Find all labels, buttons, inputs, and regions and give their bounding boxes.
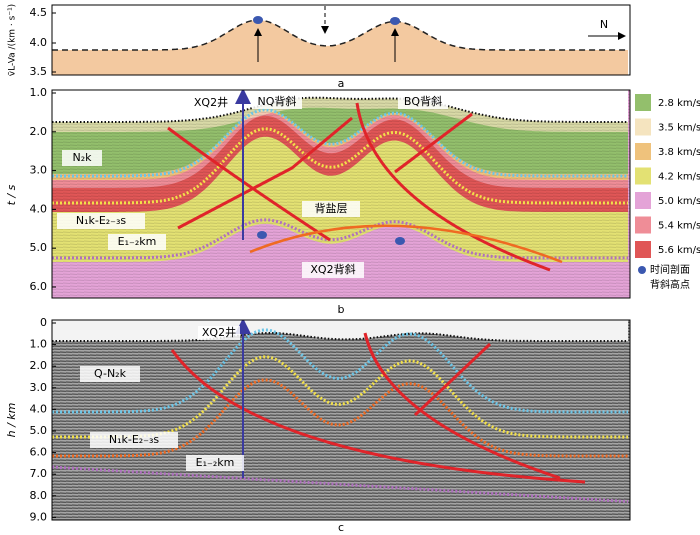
y-tick-label: 1.0	[30, 338, 48, 351]
texture	[52, 320, 630, 520]
unit-label: E₁₋₂km	[118, 235, 157, 248]
horizon	[52, 108, 628, 178]
anticline-label: NQ背斜	[258, 94, 297, 108]
panel-a	[52, 6, 628, 76]
unit-label: Q-N₂k	[94, 367, 127, 380]
legend-swatch	[635, 118, 651, 136]
unit-label: N₁k-E₂₋₃s	[76, 214, 127, 227]
frame-a	[51, 4, 631, 76]
legend-label: 2.8 km/s	[658, 98, 700, 109]
overlay: a b c v̄L-Va /(km · s⁻¹) t / s h / km N …	[5, 4, 700, 534]
fault	[170, 349, 586, 484]
legend-marker	[638, 266, 646, 274]
y-tick-label: 2.0	[30, 125, 48, 138]
legend-label: 4.2 km/s	[658, 172, 700, 183]
unit-label: N₁k-E₂₋₃s	[109, 433, 160, 446]
legend-label: 3.5 km/s	[658, 123, 700, 134]
high-point	[253, 16, 263, 24]
y-tick-label: 4.5	[30, 6, 48, 19]
y-tick-label: 7.0	[30, 467, 48, 480]
horizon	[52, 465, 629, 504]
fault	[363, 332, 561, 480]
fault	[355, 102, 551, 272]
axis-label: h / km	[5, 403, 18, 438]
legend-label: 5.6 km/s	[658, 245, 700, 256]
y-tick-label: 3.0	[30, 381, 48, 394]
horizon	[52, 328, 628, 414]
horizon	[52, 378, 628, 458]
y-tick-label: 2.0	[30, 359, 48, 372]
well-label: XQ2井	[194, 95, 228, 109]
y-tick-label: 8.0	[30, 489, 48, 502]
panel-label: a	[338, 77, 345, 90]
y-tick-label: 3.0	[30, 164, 48, 177]
legend-swatch	[635, 241, 651, 258]
high-point	[395, 237, 405, 245]
horizon	[52, 127, 628, 205]
fault	[177, 116, 353, 230]
frame-c	[51, 319, 631, 521]
unit-label: E₁₋₂km	[196, 456, 235, 469]
panel-c	[52, 320, 630, 520]
legend-swatch	[635, 216, 651, 234]
y-tick-label: 0	[40, 316, 47, 329]
panel-label: b	[338, 303, 345, 316]
unit-label: 背盐层	[315, 201, 348, 215]
frame-b	[51, 89, 631, 299]
legend-swatch	[635, 192, 651, 209]
unit-label: N₂k	[72, 151, 92, 164]
legend-label: 5.4 km/s	[658, 221, 700, 232]
panel-label: c	[338, 521, 344, 534]
velocity-area	[52, 20, 628, 76]
high-point	[257, 231, 267, 239]
horizon	[52, 218, 628, 260]
legend-label: 背斜高点	[650, 278, 690, 291]
legend-label: 时间剖面	[650, 263, 690, 276]
axis-label: t / s	[5, 184, 18, 205]
fault	[249, 224, 563, 264]
anticline-label: BQ背斜	[404, 94, 442, 108]
legend-swatch	[635, 94, 651, 111]
legend-label: 5.0 km/s	[658, 196, 700, 207]
legend-swatch	[635, 143, 651, 160]
y-tick-label: 6.0	[30, 280, 48, 293]
velocity-curve	[52, 19, 628, 51]
y-tick-label: 9.0	[30, 510, 48, 523]
y-tick-label: 6.0	[30, 446, 48, 459]
high-point	[390, 17, 400, 25]
y-tick-label: 1.0	[30, 86, 48, 99]
legend-label: 3.8 km/s	[658, 147, 700, 158]
north-label: N	[600, 18, 608, 31]
y-tick-label: 3.5	[30, 65, 48, 78]
axis-label: v̄L-Va /(km · s⁻¹)	[8, 4, 18, 76]
anticline-label: XQ2背斜	[310, 262, 355, 276]
sky	[52, 320, 628, 341]
y-tick-label: 4.0	[30, 402, 48, 415]
fault	[394, 112, 473, 174]
y-tick-label: 5.0	[30, 241, 48, 254]
legend-swatch	[635, 167, 651, 185]
surface	[52, 332, 628, 342]
well-label: XQ2井	[202, 325, 236, 339]
y-tick-label: 5.0	[30, 424, 48, 437]
fault	[413, 342, 492, 417]
y-tick-label: 4.0	[30, 36, 48, 49]
y-tick-label: 4.0	[30, 202, 48, 215]
